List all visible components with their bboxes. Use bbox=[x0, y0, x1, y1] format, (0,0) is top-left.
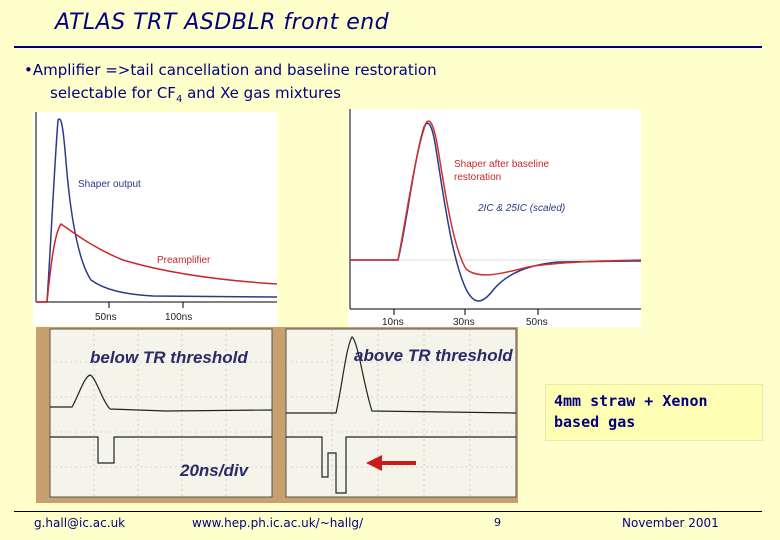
label-preamplifier: Preamplifier bbox=[157, 255, 211, 266]
plot-shaper-preamp-svg: Shaper output Preamplifier 50ns 100ns bbox=[35, 112, 278, 323]
label-above-threshold: above TR threshold bbox=[354, 346, 513, 365]
label-timebase: 20ns/div bbox=[179, 461, 250, 480]
footer-divider bbox=[14, 511, 762, 512]
red-arrow-icon bbox=[366, 455, 416, 471]
tick-label-50ns-left: 50ns bbox=[95, 312, 117, 323]
scope-grid-left bbox=[50, 329, 272, 497]
shaper-output-trace bbox=[36, 118, 278, 303]
label-shaper-output: Shaper output bbox=[78, 179, 141, 190]
bullet-text-2b: and Xe gas mixtures bbox=[182, 84, 341, 102]
xenon-callout: 4mm straw + Xenon based gas bbox=[545, 384, 763, 441]
footer-url: www.hep.ph.ic.ac.uk/~hallg/ bbox=[192, 516, 364, 530]
preamplifier-trace bbox=[36, 222, 278, 303]
oscilloscope-photo: below TR threshold above TR threshold 20… bbox=[36, 327, 518, 503]
plot-baseline-restoration: Shaper after baseline restoration 2IC & … bbox=[348, 109, 642, 328]
label-baseline-2: restoration bbox=[454, 172, 501, 183]
scope-screen-left bbox=[49, 328, 273, 498]
plot-shaper-preamp: Shaper output Preamplifier 50ns 100ns bbox=[33, 112, 278, 326]
bullet-text-1: Amplifier =>tail cancellation and baseli… bbox=[32, 61, 437, 79]
callout-line-2: based gas bbox=[554, 413, 636, 431]
scope-trace-below-digital bbox=[50, 436, 272, 464]
bullet-marker: • bbox=[24, 61, 33, 79]
tick-label-10ns: 10ns bbox=[382, 317, 404, 327]
footer-date: November 2001 bbox=[622, 516, 719, 530]
bullet-line-2: selectable for CF4 and Xe gas mixtures bbox=[50, 84, 341, 105]
label-baseline-1: Shaper after baseline bbox=[454, 159, 550, 170]
scope-trace-above-analog bbox=[286, 336, 517, 414]
oscilloscope-svg: below TR threshold above TR threshold 20… bbox=[49, 328, 517, 498]
bullet-line-1: •Amplifier =>tail cancellation and basel… bbox=[24, 61, 437, 79]
label-below-threshold: below TR threshold bbox=[90, 348, 248, 367]
tick-label-100ns-left: 100ns bbox=[165, 312, 192, 323]
scope-trace-above-digital bbox=[286, 436, 516, 494]
bullet-subscript: 4 bbox=[175, 94, 183, 105]
title-divider bbox=[14, 46, 762, 48]
footer-email: g.hall@ic.ac.uk bbox=[34, 516, 126, 530]
footer-page-number: 9 bbox=[494, 516, 501, 529]
shaper-25ic-trace bbox=[350, 120, 642, 276]
plot-baseline-restoration-svg: Shaper after baseline restoration 2IC & … bbox=[349, 109, 642, 328]
bullet-text-2a: selectable for CF bbox=[50, 84, 176, 102]
callout-line-1: 4mm straw + Xenon bbox=[554, 392, 708, 410]
scope-trace-below-analog bbox=[50, 374, 273, 412]
label-scaled: 2IC & 25IC (scaled) bbox=[477, 203, 565, 214]
tick-label-50ns-right: 50ns bbox=[526, 317, 548, 327]
tick-label-30ns: 30ns bbox=[453, 317, 475, 327]
slide-title: ATLAS TRT ASDBLR front end bbox=[55, 10, 390, 35]
